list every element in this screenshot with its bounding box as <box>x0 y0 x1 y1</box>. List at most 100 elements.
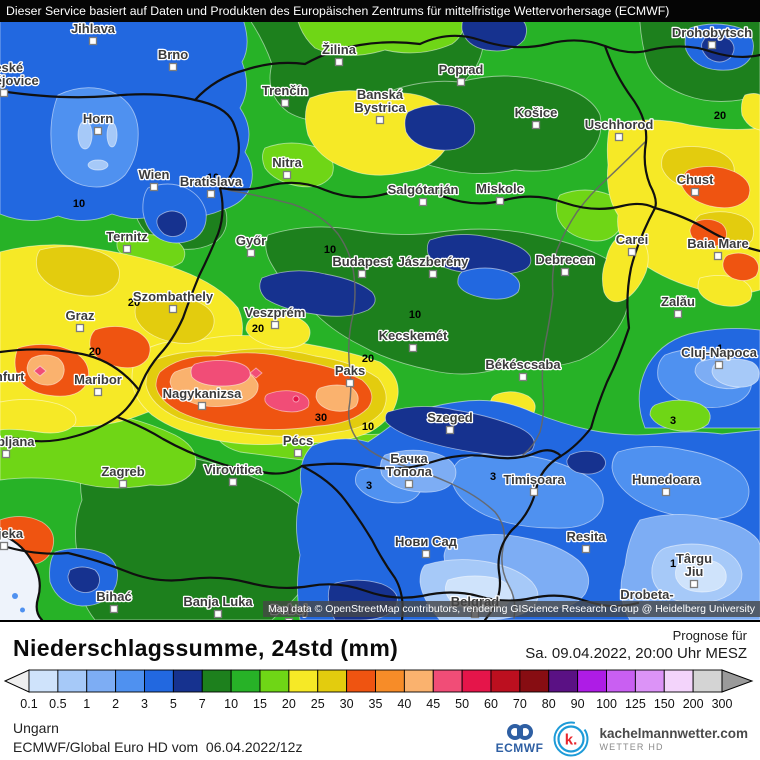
city-label: Klagenfurt <box>0 369 25 384</box>
scale-segment-90 <box>577 669 607 693</box>
city-j-szber-ny: Jászberény <box>396 253 470 279</box>
city-label: Jihlava <box>71 21 116 36</box>
city--: Нови Сад <box>394 533 459 559</box>
contour-value-label: 20 <box>714 110 726 122</box>
map-region-navy-bosnia-spot <box>67 566 100 593</box>
scale-tick-label: 7 <box>199 697 206 711</box>
city-resita: Resita <box>565 528 608 554</box>
city-marker <box>149 182 159 192</box>
scale-tick-label: 10 <box>224 697 238 711</box>
city-gy-r: Győr <box>235 232 267 258</box>
map-region-light-green-ne-ring <box>555 189 624 242</box>
scale-segment-100 <box>606 669 636 693</box>
city-marker <box>689 579 699 589</box>
scale-tick-label: 35 <box>369 697 383 711</box>
city-label: Baia Mare <box>687 236 748 251</box>
contour-value-label: 3 <box>490 471 496 483</box>
city-drobeta-: Drobeta- <box>619 586 675 604</box>
city-marker <box>518 372 528 382</box>
kachelmann-wordmark: kachelmannwetter.com WETTER HD <box>599 726 748 752</box>
kachelmann-domain: kachelmannwetter.com <box>599 726 748 741</box>
city-label: Budějovice <box>0 73 39 88</box>
city-marker <box>445 425 455 435</box>
city-label: Бачка <box>390 451 428 466</box>
city-paks: Paks <box>334 362 366 388</box>
city-tren-n: Trenčín <box>261 82 309 108</box>
map-region-navy-jaszbereny-ne <box>426 234 532 276</box>
contour-value-label: 10 <box>409 309 421 321</box>
scale-segment-60 <box>490 669 521 693</box>
scale-segment-0.5 <box>57 669 88 693</box>
city-baia-mare: Baia Mare <box>686 235 750 261</box>
forecast-label: Prognose für <box>672 628 747 643</box>
map-region-navy-budapest-south <box>259 270 376 317</box>
city-marker <box>375 115 385 125</box>
city-poprad: Poprad <box>437 61 485 87</box>
city-marker <box>713 251 723 261</box>
city-drohobytsch: Drohobytsch <box>671 24 753 50</box>
city-marker <box>456 77 466 87</box>
svg-text:k.: k. <box>565 732 578 749</box>
scale-tick-label: 40 <box>397 697 411 711</box>
map-region-yellow-carei <box>601 235 649 303</box>
contour-value-label: 3 <box>366 480 372 492</box>
scale-segment-50 <box>461 669 492 693</box>
city-label: Drohobytsch <box>672 25 752 40</box>
scale-left-arrow <box>3 669 30 693</box>
scale-tick-label: 200 <box>683 697 704 711</box>
city-label: Graz <box>66 308 95 323</box>
city-label: Zagreb <box>101 464 144 479</box>
scale-segment-7 <box>201 669 232 693</box>
map-region-pale-lens-horn-3 <box>87 159 109 171</box>
city-ko-ice: Košice <box>513 104 559 130</box>
map-region-navy-kosice <box>404 104 476 151</box>
city-zal-u: Zalău <box>660 293 696 319</box>
city-kecskem-t: Kecskemét <box>377 327 449 353</box>
city-label: Trenčín <box>262 83 308 98</box>
map-region-light-green-szeged-ne <box>649 399 711 432</box>
city-timi-oara: Timișoara <box>502 471 567 497</box>
city-label: Timișoara <box>503 472 565 487</box>
scale-segment-70 <box>519 669 550 693</box>
city--ilina: Žilina <box>321 41 358 67</box>
city-label: Poprad <box>439 62 484 77</box>
city-marker <box>0 541 9 551</box>
city-marker <box>118 479 128 489</box>
ecmwf-service-banner: Dieser Service basiert auf Daten und Pro… <box>0 0 760 22</box>
scale-tick-label: 1 <box>83 697 90 711</box>
city-nagykanizsa: Nagykanizsa <box>161 385 243 411</box>
city-marker <box>1 449 11 459</box>
city-marker <box>404 479 414 489</box>
city-marker <box>293 448 303 458</box>
river-line-1 <box>522 141 646 456</box>
ecmwf-logo-icon <box>506 724 533 740</box>
city-label: Banská <box>357 87 404 102</box>
city-marker <box>707 40 717 50</box>
scale-segment-10 <box>230 669 261 693</box>
city-b-k-scsaba: Békéscsaba <box>484 356 563 382</box>
scale-tick-label: 50 <box>455 697 469 711</box>
scale-tick-label: 25 <box>311 697 325 711</box>
scale-segment-35 <box>375 669 405 693</box>
region-name: Ungarn <box>13 720 59 736</box>
city-marker <box>284 617 294 620</box>
contour-value-label: 20 <box>362 353 374 365</box>
scale-tick-label: 2 <box>112 697 119 711</box>
city-label: Ternitz <box>106 229 148 244</box>
map-region-navy-resita-spot <box>566 450 606 475</box>
city-label: Bihać <box>96 589 131 604</box>
contour-value-label: 1 <box>717 343 723 355</box>
city-biha-: Bihać <box>95 588 133 614</box>
city-jihlava: Jihlava <box>70 20 117 46</box>
city-label: Kecskemét <box>379 328 448 343</box>
map-region-gold-austria-2 <box>134 296 215 344</box>
city-label: Нови Сад <box>395 534 458 549</box>
city-veszpr-m: Veszprém <box>243 304 307 330</box>
city-label: Miskolc <box>476 181 524 196</box>
city-marker <box>168 62 178 72</box>
scale-tick-label: 150 <box>654 697 675 711</box>
country-border-11 <box>0 543 640 608</box>
scale-tick-label: 30 <box>340 697 354 711</box>
city-label: Bystrica <box>354 100 406 115</box>
